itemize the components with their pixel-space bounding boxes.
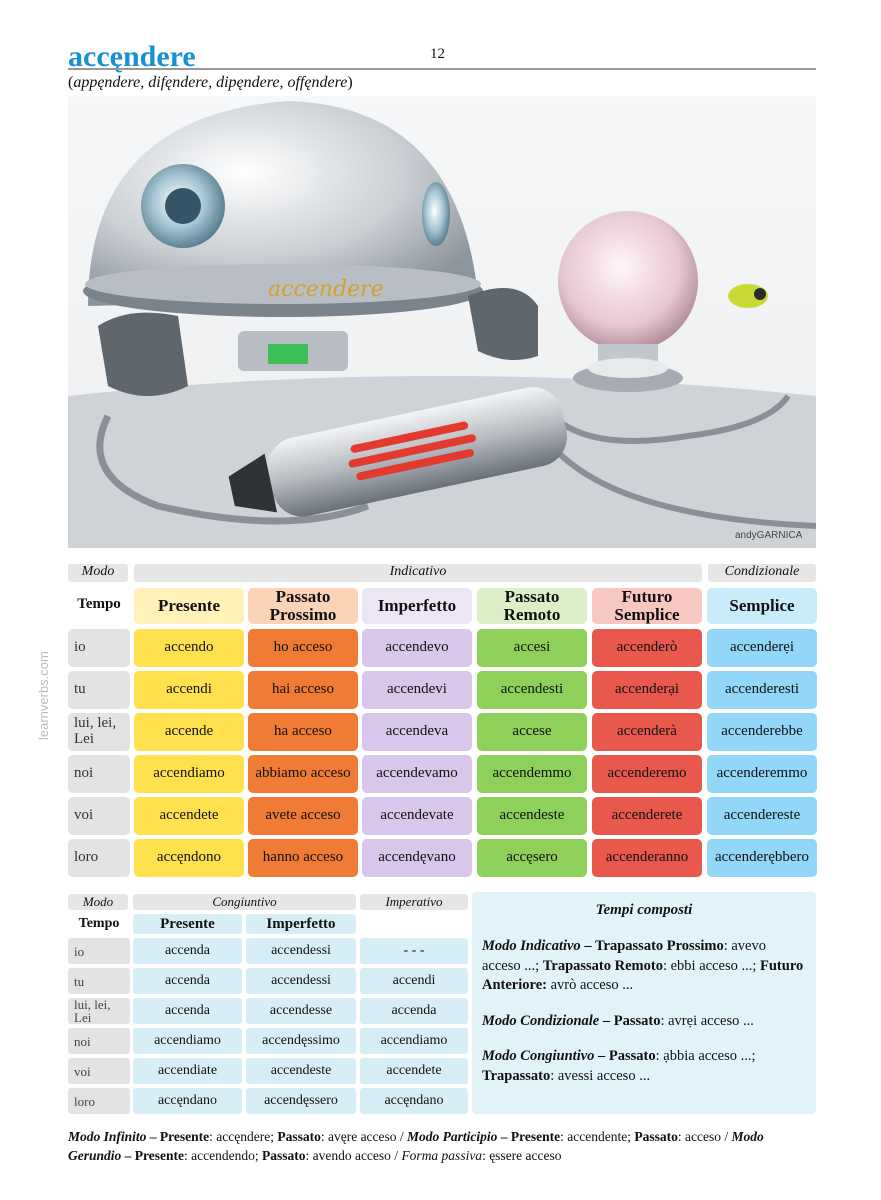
sub-conjugation-cell: accendete bbox=[360, 1058, 468, 1084]
learnverbs-logo: learnverbs.com bbox=[36, 651, 51, 740]
sub-pronoun-4: voi bbox=[68, 1058, 130, 1084]
conjugation-cell: accendeste bbox=[477, 797, 587, 835]
robot-lamp-illustration: accendere bbox=[68, 101, 816, 548]
sub-pronoun-2: lui, lei, Lei bbox=[68, 998, 130, 1024]
conjugation-cell: avete acceso bbox=[248, 797, 358, 835]
conjugation-cell: accendo bbox=[134, 629, 244, 667]
pronoun-1: tu bbox=[68, 671, 130, 709]
conjugation-cell: accendevo bbox=[362, 629, 472, 667]
conjugation-cell: accenderębbero bbox=[707, 839, 817, 877]
conjugation-cell: accenderà bbox=[592, 713, 702, 751]
conjugation-cell: accendete bbox=[134, 797, 244, 835]
sub-conjugation-cell: accendiamo bbox=[360, 1028, 468, 1054]
conjugation-cell: accendevate bbox=[362, 797, 472, 835]
pronoun-2: lui, lei, Lei bbox=[68, 713, 130, 751]
congiuntivo-header: Congiuntivo bbox=[133, 894, 356, 910]
sub-conjugation-cell: accenda bbox=[133, 938, 242, 964]
conjugation-cell: accenderanno bbox=[592, 839, 702, 877]
conjugation-cell: accende bbox=[134, 713, 244, 751]
sub-pronoun-0: io bbox=[68, 938, 130, 964]
sub-conjugation-cell: accendessi bbox=[246, 968, 356, 994]
column-header-3: Passato Remoto bbox=[477, 588, 587, 624]
column-header-4: Futuro Semplice bbox=[592, 588, 702, 624]
conjugation-cell: hai acceso bbox=[248, 671, 358, 709]
conjugation-cell: accenderemo bbox=[592, 755, 702, 793]
sub-conjugation-cell: accendiate bbox=[133, 1058, 242, 1084]
sub-modo-header: Modo bbox=[68, 894, 128, 910]
verb-title: accęndere bbox=[68, 40, 196, 73]
sub-conjugation-cell: - - - bbox=[360, 938, 468, 964]
conjugation-cell: accendemmo bbox=[477, 755, 587, 793]
conjugation-cell: accendevamo bbox=[362, 755, 472, 793]
sub-conjugation-cell: accenda bbox=[360, 998, 468, 1024]
conjugation-cell: accenderete bbox=[592, 797, 702, 835]
condizionale-header: Condizionale bbox=[708, 564, 816, 582]
conjugation-cell: accendęvano bbox=[362, 839, 472, 877]
conjugation-cell: accendevi bbox=[362, 671, 472, 709]
tempi-composti-title: Tempi composti bbox=[595, 902, 693, 918]
conjugation-cell: accęndono bbox=[134, 839, 244, 877]
conjugation-cell: abbiamo acceso bbox=[248, 755, 358, 793]
conjugation-cell: accenderemmo bbox=[707, 755, 817, 793]
conjugation-cell: accendereste bbox=[707, 797, 817, 835]
conjugation-cell: accesi bbox=[477, 629, 587, 667]
conjugation-cell: accenderẹi bbox=[707, 629, 817, 667]
filament-caption: accendere bbox=[268, 277, 384, 302]
conjugation-cell: accendi bbox=[134, 671, 244, 709]
sub-column-header-0: Presente bbox=[133, 914, 242, 934]
sub-column-header-1: Imperfetto bbox=[246, 914, 356, 934]
sub-conjugation-cell: accendi bbox=[360, 968, 468, 994]
pronoun-4: voi bbox=[68, 797, 130, 835]
page-number: 12 bbox=[430, 46, 445, 62]
sub-tempo-header: Tempo bbox=[78, 916, 120, 931]
conjugation-cell: hanno acceso bbox=[248, 839, 358, 877]
modo-indicativo-composti: Modo Indicativo – Trapassato Prossimo: a… bbox=[482, 938, 804, 994]
sub-pronoun-1: tu bbox=[68, 968, 130, 994]
indicativo-header: Indicativo bbox=[134, 564, 702, 582]
conjugation-cell: accenderebbe bbox=[707, 713, 817, 751]
sub-conjugation-cell: accendeste bbox=[246, 1058, 356, 1084]
tempo-header: Tempo bbox=[77, 596, 121, 612]
conjugation-cell: accendesti bbox=[477, 671, 587, 709]
sub-conjugation-cell: accenda bbox=[133, 968, 242, 994]
conjugation-cell: ha acceso bbox=[248, 713, 358, 751]
related-verbs: (appęndere, difęndere, dipęndere, offęnd… bbox=[68, 74, 353, 91]
pronoun-3: noi bbox=[68, 755, 130, 793]
conjugation-cell: accendeva bbox=[362, 713, 472, 751]
sub-conjugation-cell: accęndano bbox=[360, 1088, 468, 1114]
footer-forms: Modo Infinito – Presente: accęndere; Pas… bbox=[68, 1129, 764, 1163]
modo-condizionale-composti: Modo Condizionale – Passato: avrẹi acces… bbox=[482, 1012, 754, 1029]
column-header-1: Passato Prossimo bbox=[248, 588, 358, 624]
sub-conjugation-cell: accendęssero bbox=[246, 1088, 356, 1114]
sub-conjugation-cell: accendiamo bbox=[133, 1028, 242, 1054]
column-header-5: Semplice bbox=[707, 588, 817, 624]
conjugation-cell: ho acceso bbox=[248, 629, 358, 667]
sub-conjugation-cell: accendesse bbox=[246, 998, 356, 1024]
modo-congiuntivo-composti: Modo Congiuntivo – Passato: ạbbia acceso… bbox=[482, 1048, 756, 1084]
conjugation-cell: accese bbox=[477, 713, 587, 751]
conjugation-cell: accenderò bbox=[592, 629, 702, 667]
column-header-0: Presente bbox=[134, 588, 244, 624]
tempi-composti-box: Tempi composti Modo Indicativo – Trapass… bbox=[472, 892, 816, 1114]
sub-conjugation-cell: accenda bbox=[133, 998, 242, 1024]
sub-conjugation-cell: accendessi bbox=[246, 938, 356, 964]
column-header-2: Imperfetto bbox=[362, 588, 472, 624]
pronoun-5: loro bbox=[68, 839, 130, 877]
conjugation-cell: accenderại bbox=[592, 671, 702, 709]
title-divider bbox=[68, 68, 816, 70]
illustration-credit: andyGARNICA bbox=[735, 530, 803, 541]
conjugation-cell: accęsero bbox=[477, 839, 587, 877]
sub-pronoun-3: noi bbox=[68, 1028, 130, 1054]
conjugation-cell: accendiamo bbox=[134, 755, 244, 793]
sub-pronoun-5: loro bbox=[68, 1088, 130, 1114]
illustration: accendere bbox=[68, 96, 816, 548]
modo-header: Modo bbox=[68, 564, 128, 582]
sub-conjugation-cell: accendęssimo bbox=[246, 1028, 356, 1054]
sub-conjugation-cell: accęndano bbox=[133, 1088, 242, 1114]
conjugation-cell: accenderesti bbox=[707, 671, 817, 709]
pronoun-0: io bbox=[68, 629, 130, 667]
imperativo-header: Imperativo bbox=[360, 894, 468, 910]
